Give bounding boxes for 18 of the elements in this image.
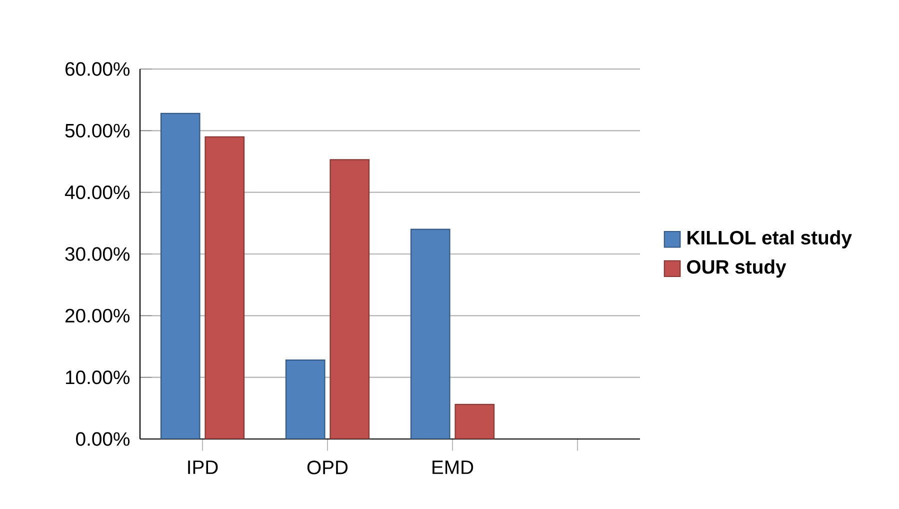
y-tick-label: 30.00% xyxy=(65,247,130,261)
legend-label: OUR study xyxy=(687,260,786,278)
y-tick-label: 10.00% xyxy=(66,370,130,384)
bar xyxy=(410,228,450,439)
bar xyxy=(454,404,495,439)
x-tick-label: IPD xyxy=(188,460,218,474)
bar xyxy=(204,136,245,439)
y-tick-label: 40.00% xyxy=(64,186,130,200)
y-tick-label: 20.00% xyxy=(65,308,130,323)
bar xyxy=(285,360,326,439)
bar xyxy=(160,112,200,439)
y-tick-label: 50.00% xyxy=(65,124,130,138)
x-tick-label: EMD xyxy=(432,460,474,474)
x-tick-label: OPD xyxy=(307,460,348,474)
legend-label: KILLOL etal study xyxy=(688,230,852,248)
y-tick-label: 0.00% xyxy=(76,432,130,446)
bar xyxy=(330,159,370,439)
y-tick-label: 60.00% xyxy=(66,62,130,76)
